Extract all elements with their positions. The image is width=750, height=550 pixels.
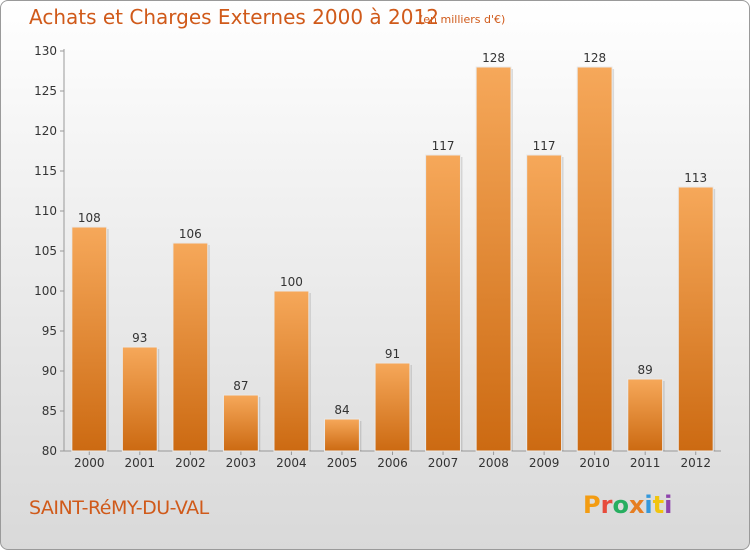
logo-letter: P [583,491,601,519]
bar-2003 [222,394,259,452]
logo-letter: i [644,491,653,519]
bar-2004 [273,290,310,452]
logo-letter: o [612,491,629,519]
logo-letter: x [628,491,645,519]
value-label: 87 [233,379,248,393]
y-tick-label: 120 [34,124,57,138]
x-tick-label: 2008 [478,456,509,470]
y-tick-label: 110 [34,204,57,218]
y-tick-label: 105 [34,244,57,258]
bar-2010 [576,66,613,452]
bar-2005 [324,418,360,452]
y-tick-label: 115 [34,164,57,178]
value-label: 84 [334,403,349,417]
bar-2001 [121,346,158,452]
x-tick-label: 2011 [630,456,661,470]
x-tick-label: 2007 [428,456,459,470]
chart-title: Achats et Charges Externes 2000 à 2012 [29,5,439,29]
value-label: 117 [432,139,455,153]
y-tick-label: 85 [42,404,57,418]
x-tick-label: 2009 [529,456,560,470]
chart-subtitle: (en milliers d'€) [419,13,506,26]
bar-2012 [677,186,714,452]
value-label: 108 [78,211,101,225]
bar-2000 [71,226,108,452]
bar-2009 [526,154,563,452]
value-label: 128 [482,51,505,65]
bar-2011 [627,378,664,452]
value-label: 113 [684,171,707,185]
proxiti-logo: Proxiti [583,491,672,519]
x-tick-label: 2012 [680,456,711,470]
logo-letter: r [600,491,613,519]
bar-2008 [475,66,512,452]
y-tick-label: 95 [42,324,57,338]
x-tick-label: 2004 [276,456,307,470]
value-label: 117 [533,139,556,153]
x-tick-label: 2001 [125,456,156,470]
y-tick-label: 130 [34,44,57,58]
value-label: 93 [132,331,147,345]
logo-letter: i [664,491,673,519]
value-label: 89 [638,363,653,377]
x-tick-label: 2005 [327,456,358,470]
value-label: 100 [280,275,303,289]
bar-2006 [374,362,411,452]
value-label: 128 [583,51,606,65]
y-tick-label: 125 [34,84,57,98]
x-tick-label: 2002 [175,456,206,470]
bar-2002 [172,242,209,452]
x-tick-label: 2000 [74,456,105,470]
y-tick-label: 90 [42,364,57,378]
bar-2007 [425,154,461,452]
city-name: SAINT-RéMY-DU-VAL [29,497,209,519]
x-tick-label: 2010 [579,456,610,470]
y-tick-label: 80 [42,444,57,458]
x-tick-label: 2003 [226,456,257,470]
value-label: 106 [179,227,202,241]
value-label: 91 [385,347,400,361]
x-tick-label: 2006 [377,456,408,470]
y-tick-label: 100 [34,284,57,298]
logo-letter: t [652,491,665,519]
